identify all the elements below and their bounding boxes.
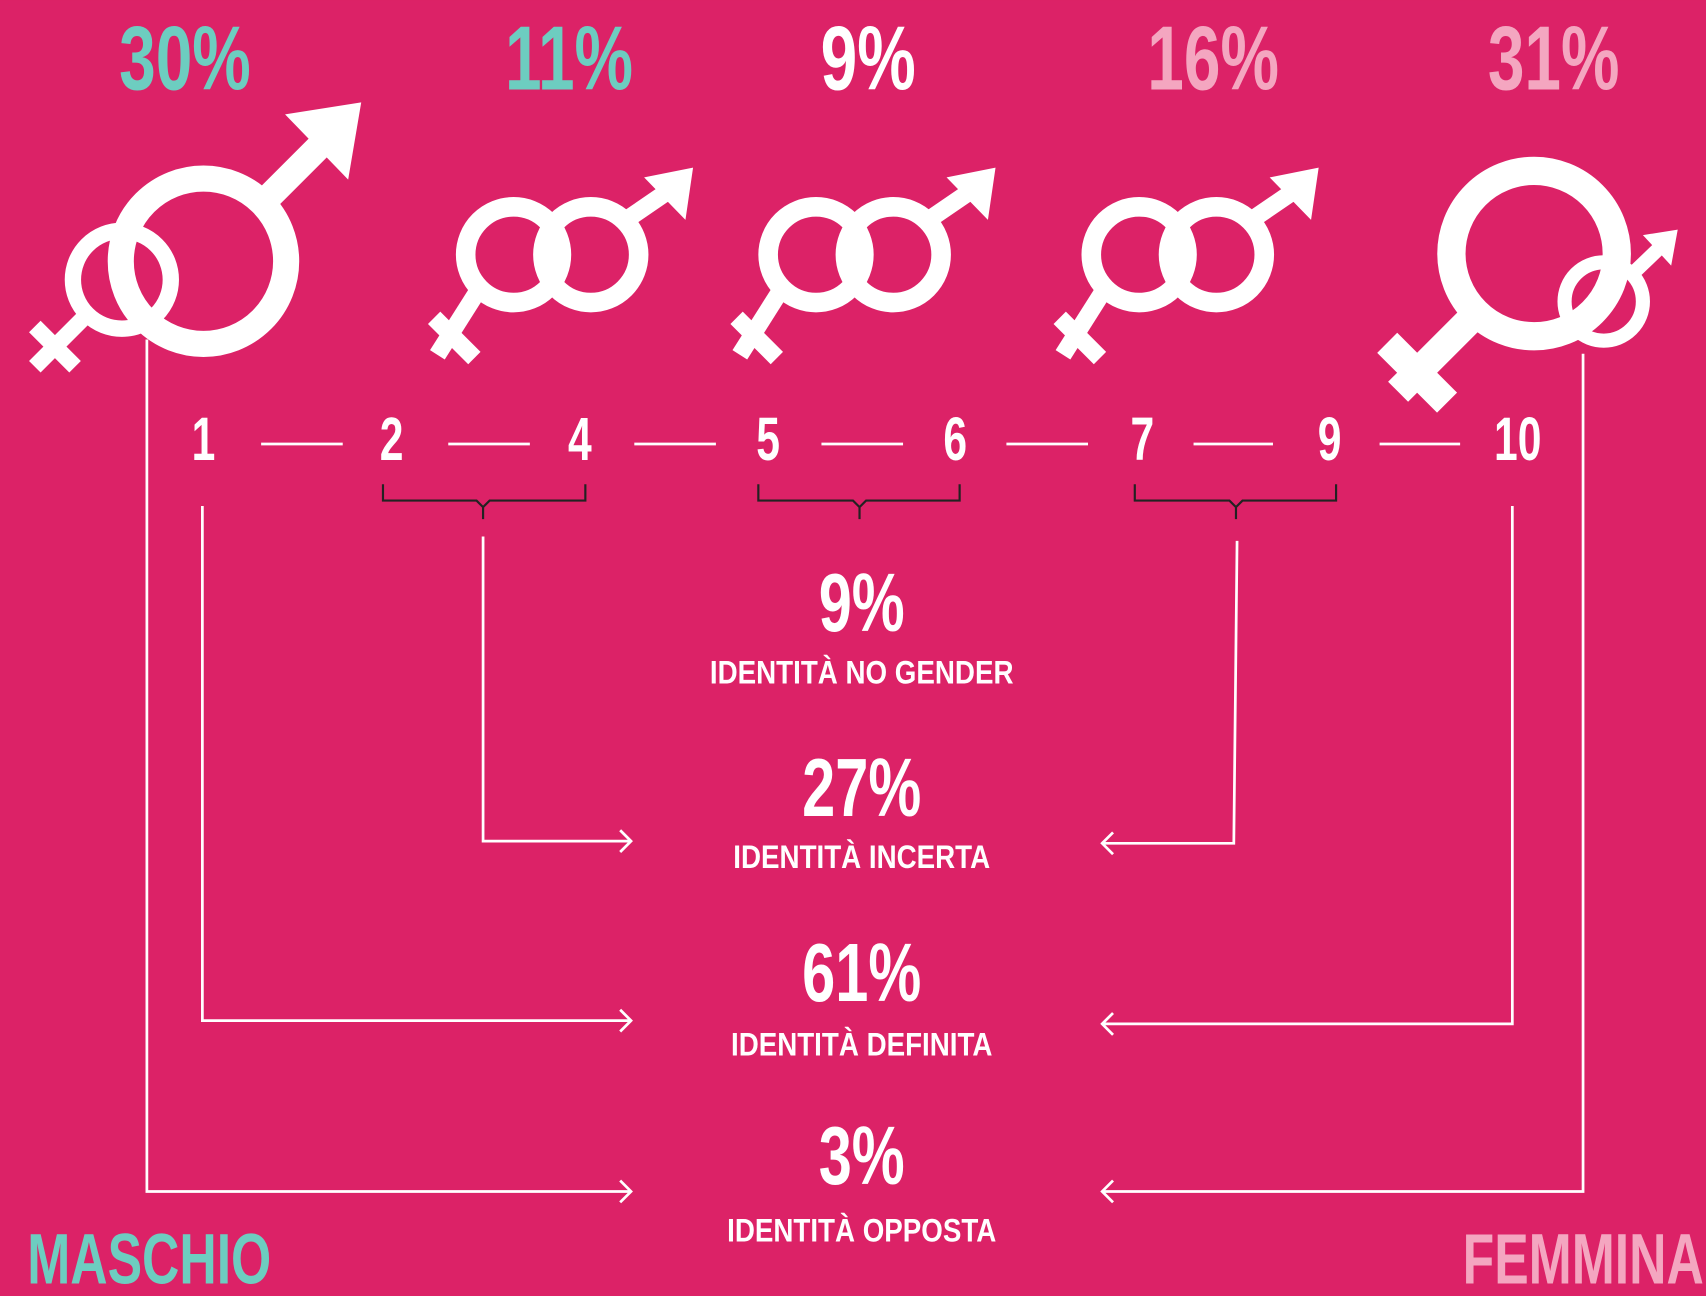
scale-number: 4: [568, 406, 592, 474]
symbol-male: [29, 102, 362, 373]
result-value: 61%: [802, 928, 921, 1020]
result-label: IDENTITÀ NO GENDER: [710, 654, 1014, 691]
symbol-mixed: [427, 167, 694, 365]
connector-lines: [145, 339, 1585, 1204]
braces: [381, 484, 1338, 520]
scale-number: 5: [756, 406, 780, 474]
scale-number: 10: [1494, 406, 1541, 474]
top-percentage: 31%: [1488, 7, 1620, 109]
result-label: IDENTITÀ OPPOSTA: [727, 1212, 996, 1249]
scale-number: 6: [943, 406, 967, 474]
gender-symbols: [29, 102, 1678, 413]
scale-number: 1: [192, 406, 216, 474]
male-label: MASCHIO: [27, 1219, 271, 1296]
result-value: 9%: [819, 558, 905, 650]
top-percentage: 16%: [1147, 7, 1279, 109]
result-value: 3%: [819, 1110, 905, 1202]
top-percentage: 30%: [119, 7, 251, 109]
scale-number: 7: [1131, 406, 1155, 474]
result-label: IDENTITÀ INCERTA: [733, 839, 990, 876]
symbol-mixed: [730, 167, 996, 365]
result-label: IDENTITÀ DEFINITA: [731, 1026, 993, 1063]
result-value: 27%: [802, 743, 921, 835]
top-percentage: 11%: [505, 7, 633, 109]
female-label: FEMMINA: [1463, 1219, 1704, 1296]
scale-number: 9: [1318, 406, 1342, 474]
symbol-mixed: [1053, 167, 1319, 365]
top-percentage: 9%: [821, 7, 916, 109]
scale-number: 2: [380, 406, 404, 474]
symbol-female: [1377, 156, 1678, 413]
